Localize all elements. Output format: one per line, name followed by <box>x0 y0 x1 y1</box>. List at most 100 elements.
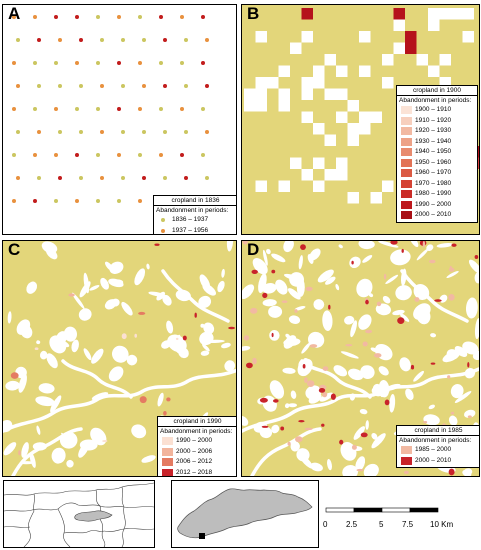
non-cropland-cell <box>244 88 256 100</box>
river-course <box>250 427 322 476</box>
non-cropland-cell <box>382 54 394 66</box>
sample-point <box>100 84 104 88</box>
non-cropland-patch <box>283 241 294 253</box>
non-cropland-patch <box>463 409 476 418</box>
river-course <box>242 367 479 433</box>
non-cropland-patch <box>91 348 104 364</box>
sample-point <box>142 130 146 134</box>
sample-point <box>163 84 167 88</box>
non-cropland-patch <box>266 248 271 255</box>
abandoned-patch <box>287 441 291 446</box>
non-cropland-cell <box>278 180 290 192</box>
abandoned-patch <box>154 243 160 246</box>
non-cropland-patch <box>358 314 372 330</box>
abandoned-patch <box>410 364 415 370</box>
non-cropland-patch <box>253 421 268 433</box>
non-cropland-cell <box>382 180 394 192</box>
legend-item: 2012 – 2018 <box>160 468 235 476</box>
non-cropland-patch <box>305 385 322 400</box>
sample-point <box>79 176 83 180</box>
abandoned-patch <box>259 397 268 403</box>
abandoned-patch <box>373 353 382 358</box>
non-cropland-patch <box>263 249 268 266</box>
non-cropland-patch <box>111 345 129 363</box>
non-cropland-patch <box>474 272 479 284</box>
sample-point <box>142 38 146 42</box>
sample-point <box>117 153 121 157</box>
non-cropland-patch <box>146 263 150 270</box>
non-cropland-patch <box>322 310 333 331</box>
non-cropland-patch <box>344 315 355 325</box>
abandoned-patch <box>10 372 19 379</box>
non-cropland-cell <box>336 65 348 77</box>
abandoned-patch <box>376 301 382 307</box>
sample-point <box>138 107 142 111</box>
non-cropland-cell <box>255 77 267 89</box>
non-cropland-patch <box>126 354 138 366</box>
non-cropland-patch <box>112 279 124 285</box>
legend-swatch <box>401 190 412 198</box>
abandoned-patch <box>449 265 452 272</box>
non-cropland-cell <box>393 19 405 31</box>
abandoned-patch <box>295 436 303 443</box>
non-cropland-patch <box>275 279 288 295</box>
non-cropland-cell <box>255 31 267 43</box>
sample-point <box>117 107 121 111</box>
abandoned-patch <box>451 243 457 247</box>
abandoned-patch <box>365 329 373 334</box>
sample-point <box>96 199 100 203</box>
abandoned-patch <box>430 362 436 365</box>
sample-point <box>100 38 104 42</box>
non-cropland-patch <box>262 283 277 294</box>
non-cropland-patch <box>290 441 300 452</box>
abandoned-patch <box>322 391 328 398</box>
sample-point <box>12 61 16 65</box>
non-cropland-patch <box>450 384 464 399</box>
non-cropland-patch <box>313 299 325 310</box>
sample-point <box>121 84 125 88</box>
legend-item: 1960 – 1970 <box>399 168 475 179</box>
legend-item: 1900 – 1910 <box>399 105 475 116</box>
sample-point <box>159 153 163 157</box>
non-cropland-cell <box>370 111 382 123</box>
non-cropland-patch <box>301 342 311 354</box>
non-cropland-patch <box>121 301 133 316</box>
non-cropland-patch <box>378 380 390 398</box>
panel-d-legend-subtitle: Abandonment in periods: <box>399 437 472 444</box>
sample-point <box>33 153 37 157</box>
legend-item-label: 2000 – 2010 <box>415 211 452 218</box>
non-cropland-patch <box>285 333 291 339</box>
non-cropland-patch <box>131 424 147 439</box>
legend-swatch <box>401 200 412 209</box>
panel-d-legend-items: 1985 – 2000 2000 – 2010 <box>399 445 478 466</box>
non-cropland-patch <box>224 360 236 372</box>
legend-swatch <box>401 106 412 114</box>
non-cropland-patch <box>327 458 332 471</box>
non-cropland-patch <box>350 320 357 338</box>
panel-c-legend: cropland in 1990 Abandonment in periods:… <box>157 416 236 476</box>
non-cropland-patch <box>203 322 215 335</box>
scale-tick-5: 5 <box>379 520 384 529</box>
sample-point <box>33 15 37 19</box>
non-cropland-cell <box>347 134 359 146</box>
legend-item: 2000 – 2010 <box>399 210 475 221</box>
non-cropland-cell <box>255 100 267 112</box>
legend-item-label: 1937 – 1956 <box>172 226 209 234</box>
legend-item: 2000 – 2006 <box>160 447 235 458</box>
panel-a-legend-subtitle: Abandonment in periods: <box>156 207 229 214</box>
non-cropland-patch <box>141 455 156 463</box>
non-cropland-cell <box>313 65 325 77</box>
non-cropland-cell <box>301 31 313 43</box>
legend-item-label: 1985 – 2000 <box>415 446 452 453</box>
legend-swatch <box>162 447 173 456</box>
non-cropland-patch <box>26 281 38 294</box>
sample-point <box>12 153 16 157</box>
sample-point <box>163 130 167 134</box>
slovakia-outline <box>177 488 313 539</box>
non-cropland-cell <box>439 77 451 89</box>
sample-point <box>75 15 79 19</box>
slovakia-locator-map <box>171 480 319 548</box>
abandoned-cell <box>301 8 313 20</box>
non-cropland-patch <box>428 404 435 410</box>
sample-point <box>201 153 205 157</box>
